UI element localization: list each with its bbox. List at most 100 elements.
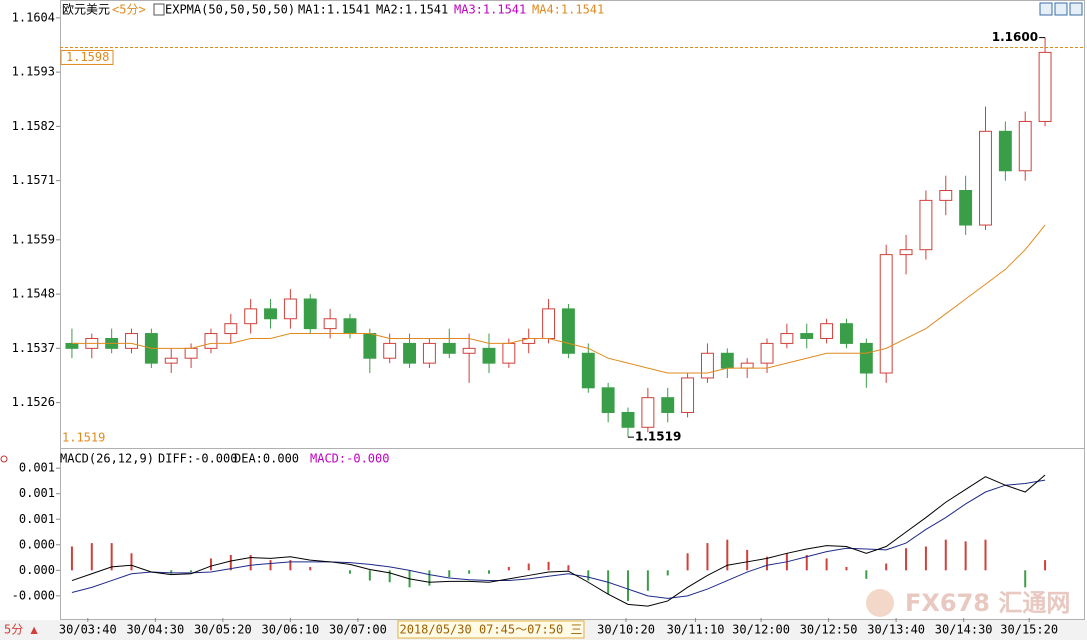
y-tick-label: 0.001 <box>19 461 55 475</box>
candle-body <box>641 397 655 428</box>
ma-label: MA1:1.1541 <box>298 3 370 17</box>
candle-body <box>879 254 893 374</box>
x-tick-label: 30/06:10 <box>261 623 319 637</box>
icon[interactable] <box>1054 2 1068 16</box>
candle-body <box>383 342 397 359</box>
y-tick-label: 1.1571 <box>12 173 55 187</box>
candle-body <box>820 323 834 339</box>
watermark: FX678 汇通网 <box>905 589 1070 617</box>
candle-body <box>681 377 695 413</box>
y-tick-label: 0.001 <box>19 512 55 526</box>
y-tick-label: 1.1559 <box>12 232 55 246</box>
candle-body <box>1038 51 1052 122</box>
candle-body <box>840 323 853 344</box>
macd-readout: DEA:0.000 <box>234 452 299 466</box>
y-tick-label: 1.1526 <box>12 395 55 409</box>
candle-body <box>125 333 138 349</box>
watermark-logo <box>866 589 894 617</box>
candle-body <box>760 342 774 364</box>
macd-readout: DIFF:-0.000 <box>158 452 237 466</box>
y-tick-label: 0.000 <box>19 537 55 551</box>
indicator: EXPMA(50,50,50,50) <box>165 3 295 17</box>
last-price-box <box>60 49 114 65</box>
x-tick-label: 30/12:00 <box>732 623 790 637</box>
period-button[interactable]: 5分 ▲ <box>4 623 38 637</box>
candle-body <box>601 387 615 413</box>
x-tick-label: 30/14:30 <box>935 623 993 637</box>
candle-body <box>422 342 436 364</box>
icon[interactable] <box>1069 2 1083 16</box>
y-tick-label: -0.000 <box>12 588 55 602</box>
last-price-label: 1.1598 <box>66 50 109 64</box>
y-tick-label: 1.1593 <box>12 65 55 79</box>
candle-body <box>700 352 714 379</box>
low-marker-label: 1.1519 <box>635 430 681 444</box>
toolbar-icons <box>1039 2 1083 16</box>
x-tick-label: 30/04:30 <box>126 623 184 637</box>
ma-label: MA3:1.1541 <box>454 3 526 17</box>
candle-body <box>959 190 973 226</box>
y-tick-label: 1.1604 <box>12 10 55 24</box>
ma-label: MA2:1.1541 <box>376 3 448 17</box>
candle-body <box>224 323 238 335</box>
candle-body <box>800 333 814 339</box>
candle-body <box>323 318 337 330</box>
candle-body <box>363 333 377 359</box>
period: <5分> <box>112 3 146 17</box>
candle-body <box>939 190 953 201</box>
indicator-icon <box>153 3 165 16</box>
candle-body <box>859 342 873 374</box>
candle-body <box>720 352 734 369</box>
candle-body <box>998 130 1012 172</box>
candle-body <box>244 308 258 325</box>
candle-body <box>502 342 516 364</box>
candle-body <box>621 411 635 428</box>
macd-title: MACD(26,12,9) <box>60 452 154 466</box>
x-tick-label: 30/15:20 <box>1000 623 1058 637</box>
candle-body <box>740 362 754 369</box>
candle-body <box>204 333 218 349</box>
candle-body <box>780 333 794 344</box>
x-tick-label: 30/10:20 <box>597 623 655 637</box>
y-tick-label: 0.001 <box>19 486 55 500</box>
y-tick-label: 1.1537 <box>12 341 55 355</box>
candle-body <box>661 397 675 413</box>
title: 欧元美元 <box>62 3 110 17</box>
candle-body <box>403 342 417 364</box>
high-marker-label: 1.1600 <box>992 30 1038 44</box>
candle-body <box>899 249 913 256</box>
x-tick-label: 30/11:10 <box>667 623 725 637</box>
x-tick-label: 30/12:50 <box>800 623 858 637</box>
candle-body <box>581 352 595 389</box>
macd-frame <box>60 448 1085 620</box>
candle-body <box>979 130 992 226</box>
diff-line <box>71 474 1046 607</box>
candle-body <box>283 298 297 320</box>
x-tick-label: 30/05:20 <box>194 623 252 637</box>
cursor-label: 2018/05/30 07:45～07:50 三 <box>399 623 582 637</box>
x-tick-label: 30/13:40 <box>867 623 925 637</box>
macd-icon <box>0 455 8 463</box>
icon[interactable] <box>1039 2 1053 16</box>
candle-body <box>264 308 277 320</box>
candle-body <box>919 199 933 251</box>
candle-body <box>542 308 556 339</box>
candle-body <box>442 342 456 354</box>
cursor-box <box>397 620 585 639</box>
candle-body <box>462 347 476 354</box>
y-tick-label: 1.1582 <box>12 119 55 133</box>
macd-readout: MACD:-0.000 <box>310 452 389 466</box>
ma-label: MA4:1.1541 <box>532 3 604 17</box>
candle-body <box>65 342 79 349</box>
dea-line <box>71 479 1046 599</box>
candle-body <box>561 308 575 354</box>
candle-body <box>482 347 496 364</box>
candle-body <box>164 357 178 364</box>
candle-body <box>1018 120 1032 172</box>
candle-body <box>343 318 357 335</box>
x-tick-label: 30/03:40 <box>59 623 117 637</box>
range-low-label: 1.1519 <box>62 431 105 445</box>
candle-body <box>184 347 198 359</box>
x-tick-label: 30/07:00 <box>329 623 387 637</box>
